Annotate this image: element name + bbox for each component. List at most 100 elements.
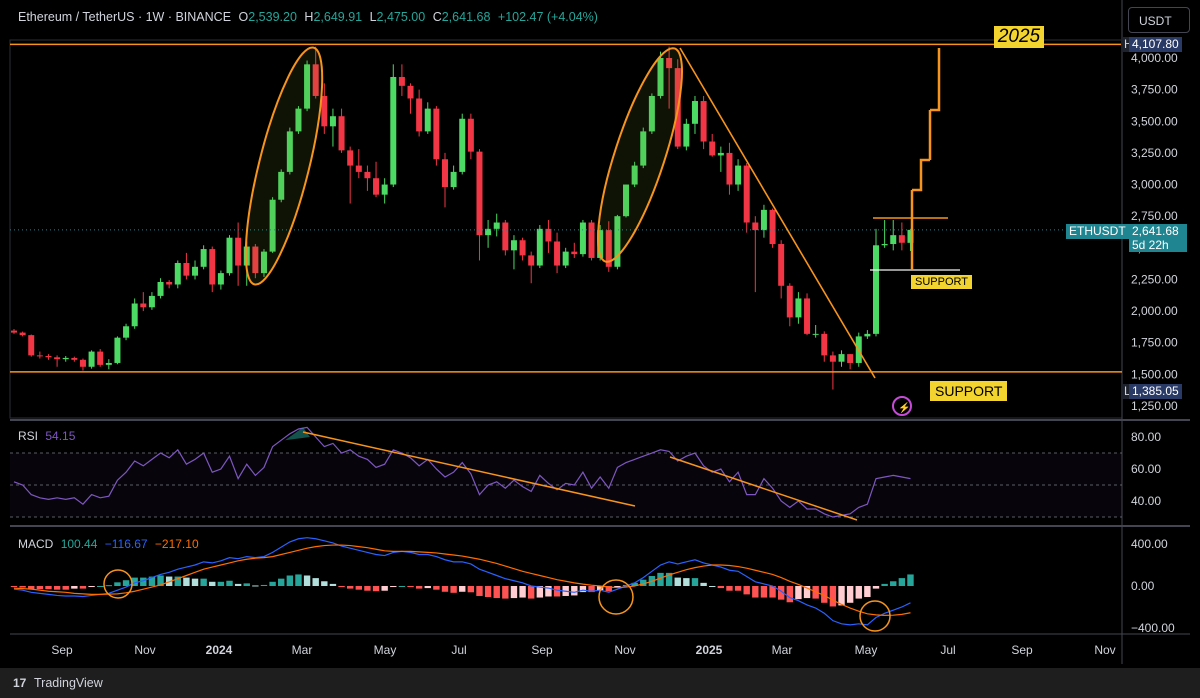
candle-body [493, 222, 500, 229]
candle-body [545, 228, 552, 242]
change-value: +102.47 (+4.04%) [497, 10, 598, 24]
macd-histogram-bar [493, 586, 500, 599]
candle-body [338, 116, 345, 151]
macd-histogram-bar [760, 586, 768, 598]
time-tick-label: Mar [772, 643, 793, 657]
macd-histogram-bar [665, 572, 673, 586]
candle-body [260, 251, 267, 274]
macd-histogram-bar [191, 578, 199, 586]
candle-body [519, 240, 526, 256]
macd-tick-label: 0.00 [1131, 579, 1155, 593]
macd-histogram-bar [450, 586, 457, 593]
candle-body [123, 326, 130, 338]
macd-histogram-bar [821, 586, 828, 603]
macd-histogram-bar [217, 581, 225, 586]
symbol-title[interactable]: Ethereum / TetherUS · 1W · BINANCE [18, 10, 232, 24]
macd-histogram-bar [864, 586, 871, 598]
candle-body [881, 244, 888, 246]
chart-canvas[interactable]: 4,000.00 3,750.00 3,500.00 3,250.00 3,000.00… [0, 0, 1200, 668]
macd-histogram-bar [303, 575, 311, 586]
macd-histogram-bar [243, 583, 250, 586]
macd-tick-label: −400.00 [1131, 621, 1175, 635]
close-value: 2,641.68 [441, 10, 491, 24]
macd-histogram-bar [157, 575, 164, 586]
macd-histogram-bar [769, 586, 776, 598]
support-label-lower: SUPPORT [929, 380, 1009, 402]
time-tick-label: 2024 [206, 643, 233, 657]
candle-body [321, 95, 328, 127]
candle-body [631, 165, 638, 185]
macd-histogram-bar [881, 583, 888, 586]
candle-body [485, 228, 492, 236]
candle-body [640, 131, 647, 166]
macd-histogram-bar [476, 586, 483, 596]
symbol-header: Ethereum / TetherUS · 1W · BINANCE O2,53… [18, 10, 598, 24]
macd-histogram-bar [743, 586, 750, 595]
macd-histogram-bar [907, 574, 914, 586]
high-value: 2,649.91 [313, 10, 363, 24]
macd-histogram-bar [829, 586, 837, 607]
macd-histogram-bar [338, 586, 345, 588]
low-tag-value: 1,385.05 [1129, 384, 1182, 399]
macd-histogram-bar [148, 576, 156, 586]
candle-body [209, 249, 216, 285]
currency-button[interactable]: USDT [1128, 7, 1190, 33]
candle-body [235, 237, 242, 266]
macd-histogram-bar [97, 586, 104, 587]
macd-histogram-bar [88, 586, 95, 588]
candle-body [407, 85, 414, 99]
macd-signal-line [13, 544, 911, 617]
time-tick-label: May [855, 643, 878, 657]
macd-histogram-bar [803, 586, 811, 599]
macd-histogram-bar [528, 586, 535, 599]
macd-histogram-bar [10, 586, 18, 588]
candle-body [683, 123, 690, 147]
candle-body [623, 184, 630, 217]
time-tick-label: Nov [134, 643, 155, 657]
candle-body [192, 266, 199, 276]
macd-legend[interactable]: MACD 100.44 −116.67 −217.10 [18, 537, 199, 551]
candle-body [381, 184, 388, 195]
candle-body [157, 281, 164, 296]
macd-histogram-bar [19, 586, 26, 588]
macd-histogram-bar [717, 586, 725, 589]
tradingview-logo-icon[interactable]: 17 [13, 676, 27, 690]
candle-body [183, 263, 190, 276]
tradingview-brand[interactable]: TradingView [34, 676, 103, 690]
macd-histogram-bar [45, 586, 52, 590]
lightning-glyph: ⚡ [898, 401, 910, 414]
macd-histogram-bar [545, 586, 552, 597]
candle-body [743, 165, 750, 223]
macd-histogram-bar [295, 574, 302, 586]
macd-histogram-bar [588, 586, 595, 593]
macd-histogram-bar [502, 586, 509, 599]
rsi-name: RSI [18, 429, 39, 443]
macd-histogram-bar [683, 578, 690, 586]
candle-body [769, 209, 776, 245]
candle-body [864, 333, 871, 337]
macd-histogram-bar [795, 586, 802, 600]
macd-histogram-bar [657, 572, 664, 586]
candle-body [131, 303, 138, 327]
macd-histogram-bar [536, 586, 544, 598]
candle-body [347, 150, 354, 166]
macd-histogram-bar [71, 586, 78, 589]
macd-histogram-bar [122, 580, 130, 586]
candle-body [510, 240, 517, 251]
macd-tick-label: 400.00 [1131, 537, 1168, 551]
macd-histogram-bar [510, 586, 518, 599]
macd-histogram-bar [105, 585, 113, 587]
macd-histogram-bar [484, 586, 492, 598]
macd-histogram-bar [631, 582, 638, 586]
open-label: O [238, 10, 249, 24]
candle-body [890, 235, 897, 245]
candle-body [821, 333, 828, 356]
highlight-ellipse [597, 47, 683, 263]
macd-histogram-bar [381, 586, 388, 591]
macd-histogram-bar [579, 586, 587, 593]
rsi-legend[interactable]: RSI 54.15 [18, 429, 75, 443]
candle-body [200, 249, 207, 267]
macd-histogram-bar [605, 586, 612, 592]
time-tick-label: Sep [531, 643, 553, 657]
macd-histogram-bar [459, 586, 466, 592]
